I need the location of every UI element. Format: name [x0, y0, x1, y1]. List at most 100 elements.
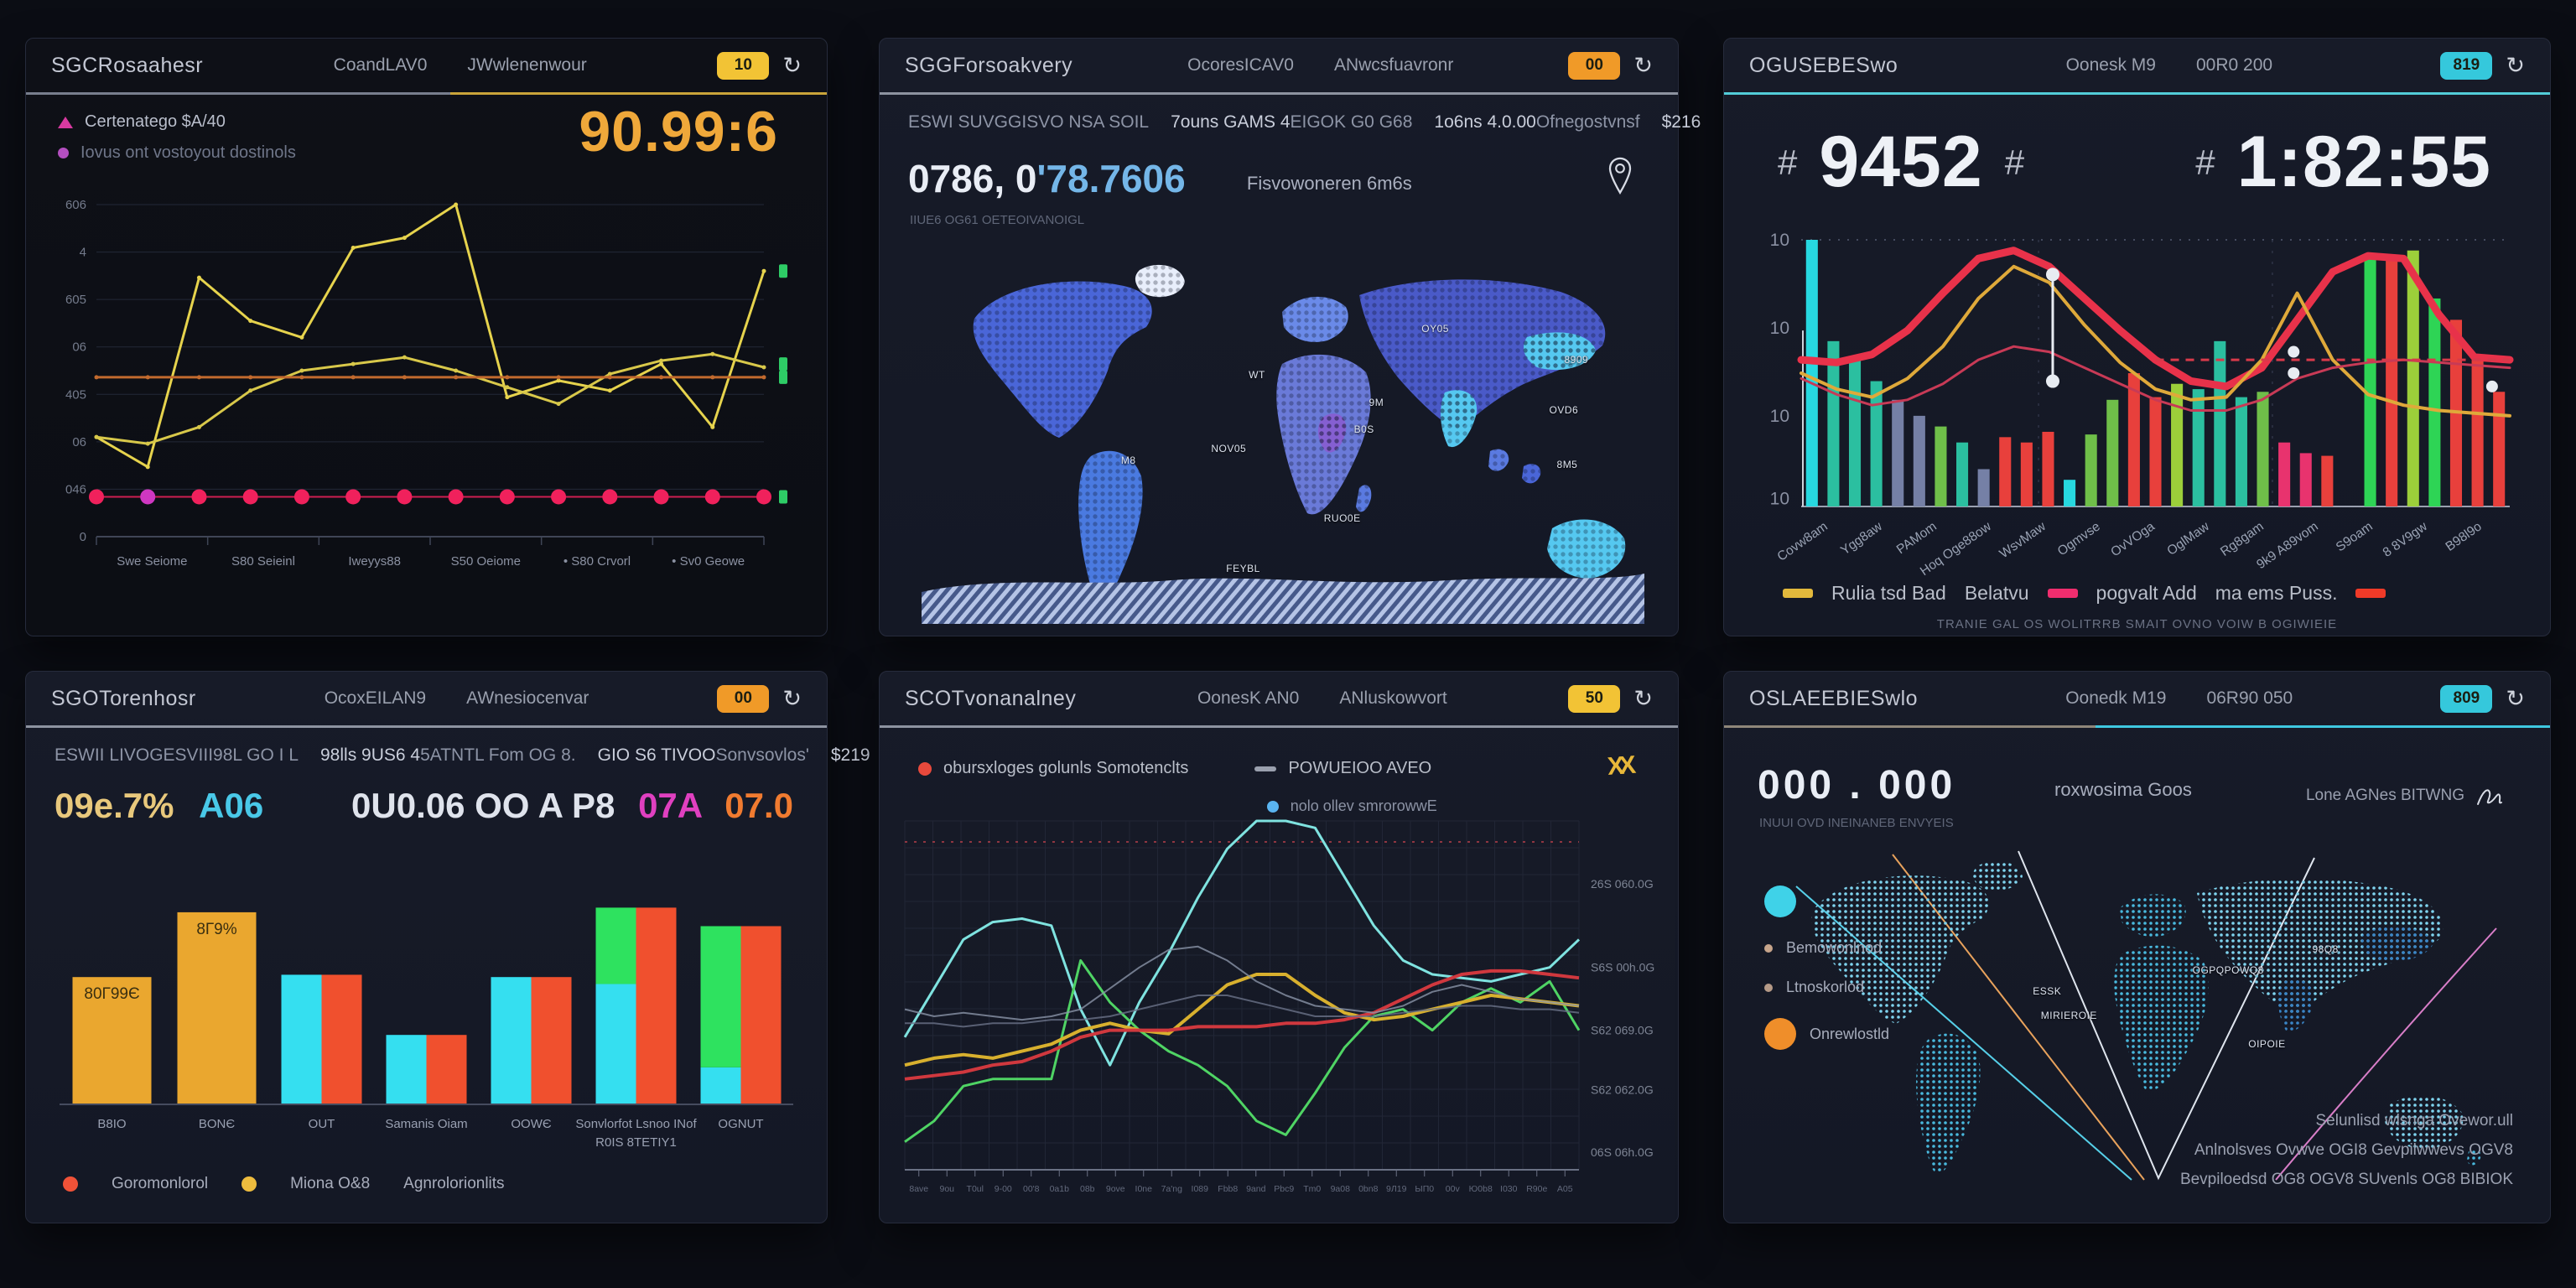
refresh-icon[interactable]: ↻ [782, 52, 802, 78]
legend-label: ma ems Puss. [2215, 582, 2338, 604]
svg-text:B8IO: B8IO [97, 1117, 126, 1131]
triangle-up-icon [58, 116, 73, 128]
svg-text:Iweyys88: Iweyys88 [348, 554, 401, 569]
svg-text:R0IS 8TETIY1: R0IS 8TETIY1 [595, 1135, 677, 1150]
map-mid-label: roxwosima Goos [2054, 779, 2192, 800]
panel-title: SGOTorenhosr [51, 686, 196, 710]
svg-text:80Г99Є: 80Г99Є [84, 985, 139, 1003]
svg-text:S6S 00h.0G: S6S 00h.0G [1591, 961, 1654, 974]
blue-dot-icon [1266, 800, 1279, 813]
svg-text:A05: A05 [1557, 1184, 1573, 1194]
chart-legend: Rulia tsd Bad Belatvu pogvalt Add ma ems Pu… [1783, 582, 2386, 605]
panel-multiline-chart: SCOTvonanalney OonesK AN0 ANluskowvort 5… [879, 671, 1679, 1223]
svg-text:9and: 9and [1246, 1184, 1266, 1194]
panel-header: SGGForsoakvery OcoresICAV0 ANwcsfuavronr… [880, 39, 1678, 92]
legend-label: pogvalt Add [2096, 582, 2197, 604]
panel-header: SGCRosaahesr CoandLAV0 JWwlenenwour 10 ↻ [26, 39, 827, 92]
refresh-icon[interactable]: ↻ [782, 685, 802, 711]
chart-legend: Goromonlorol Miona O&8 Agnrolorionlits [63, 1175, 505, 1193]
svg-text:9ou: 9ou [939, 1184, 954, 1194]
big-metric-value: 9452 [1819, 122, 1983, 202]
multi-line-chart[interactable]: 26S 060.0G S6S 00h.0G S62 069.0G S62 062.0G… [895, 814, 1663, 1208]
status-badge[interactable]: 00 [1568, 51, 1621, 80]
map-label: 9M [1368, 396, 1384, 408]
header-subtitles: OcoresICAV0 ANwcsfuavronr [1187, 55, 1453, 75]
map-label: MIRIEROIE [2040, 1010, 2097, 1022]
header-divider [1724, 725, 2550, 728]
map-label: M8 [1120, 454, 1136, 467]
status-badge[interactable]: 809 [2440, 684, 2493, 713]
map-label: FEYBL [1226, 563, 1260, 575]
map-legend-item [1764, 886, 1889, 917]
header-subtitle-b: AWnesiocenvar [466, 688, 589, 708]
svg-text:Fbb8: Fbb8 [1218, 1184, 1238, 1194]
stat-value: 7ouns GAMS 4 [1171, 112, 1291, 132]
stat-group: ESWII LIVOG [55, 745, 164, 766]
bar-line-chart[interactable]: 10 10 10 10 Covw8am Ygg8aw PAMom Hoq Oge88ow Wsv… [1748, 231, 2523, 594]
status-badge[interactable]: 50 [1568, 684, 1621, 713]
svg-text:046: 046 [65, 482, 86, 496]
stat-label: ESWII LIVOG [55, 745, 164, 765]
panel-grouped-bars: SGOTorenhosr OcoxEILAN9 AWnesiocenvar 00… [25, 671, 870, 1223]
choropleth-world-map[interactable]: WT 9M M8 OY05 8909 OVD6 B0S NOV05 RUO0E FEYBL 8M5 [903, 242, 1654, 629]
signature-icon [2477, 789, 2502, 805]
dash-icon [1254, 766, 1277, 771]
legend-label: Ltnoskorlod [1786, 979, 1865, 995]
header-divider [1724, 92, 2550, 95]
header-subtitles: Oonedk M19 06R90 050 [2065, 688, 2293, 709]
red-dot-icon [918, 761, 932, 776]
metric-part-blue: '78.7606 [1036, 157, 1186, 200]
status-badge[interactable]: 10 [717, 51, 770, 80]
stat-group: ESWI SUVGG [908, 112, 1021, 132]
kpi-label: Certenatego $A/40 [85, 112, 226, 131]
panel-title: SGCRosaahesr [51, 53, 204, 77]
svg-text:4: 4 [80, 246, 86, 260]
legend-label: Bemowonlnod [1786, 939, 1883, 956]
stat-group: 5ATNTL Fom OG 8. GIO S6 TIVOO [420, 745, 715, 766]
svg-text:10: 10 [1770, 407, 1789, 426]
svg-text:Ogmvse: Ogmvse [2055, 519, 2103, 558]
legend-label: Miona O&8 [290, 1175, 371, 1192]
grouped-bar-chart[interactable]: 80Г99Є B8IO 8Г9% BONЄ OUT Samanis Oiam OOWЄ Son… [48, 844, 805, 1170]
svg-text:B98l9o: B98l9o [2444, 519, 2485, 554]
svg-text:605: 605 [65, 293, 86, 307]
legend-dot-icon [1764, 1018, 1796, 1050]
refresh-icon[interactable]: ↻ [2506, 52, 2525, 78]
svg-text:06S 06h.0G: 06S 06h.0G [1591, 1145, 1654, 1159]
header-subtitle-a: OcoxEILAN9 [324, 688, 427, 708]
legend-item-blue: nolo ollev smrorowwE [1266, 797, 1437, 815]
refresh-icon[interactable]: ↻ [1633, 52, 1653, 78]
refresh-icon[interactable]: ↻ [1633, 685, 1653, 711]
header-subtitle-a: OonesK AN0 [1197, 688, 1300, 708]
panel-header: SCOTvonanalney OonesK AN0 ANluskowvort 5… [880, 672, 1678, 725]
svg-text:9-00: 9-00 [995, 1184, 1012, 1194]
status-badge[interactable]: 00 [717, 684, 770, 713]
map-label: ESSK [2033, 985, 2062, 997]
map-label: 8909 [1564, 353, 1589, 366]
legend-swatch-icon [242, 1176, 257, 1192]
hash-icon: # [2004, 142, 2025, 182]
kpi-sublabel: Iovus ont vostoyout dostinols [80, 143, 296, 162]
header-subtitle-b: JWwlenenwour [467, 55, 587, 75]
header-subtitle-a: CoandLAV0 [333, 55, 428, 75]
big-metric-value: 0786, 0'78.7606 [908, 156, 1186, 201]
map-note-line: Selunlisd wlsnga Ovewor.ull [2315, 1111, 2513, 1130]
status-badge[interactable]: 819 [2440, 51, 2493, 80]
metric-part-magenta: 07A [638, 786, 702, 825]
hash-icon: # [2195, 142, 2215, 182]
chart-caption: TRANIE GAL OS WOLITRRB SMAIT OVNO VOIW B… [1936, 617, 2338, 631]
refresh-icon[interactable]: ↻ [2506, 685, 2525, 711]
svg-text:10: 10 [1770, 319, 1789, 338]
line-chart[interactable]: 606 4 605 06 405 06 046 0 Swe Seiome S80 Seieinl I… [48, 195, 802, 589]
svg-text:I030: I030 [1500, 1184, 1518, 1194]
svg-text:R90e: R90e [1526, 1184, 1547, 1194]
corner-glyph-icon: XX [1606, 751, 1633, 781]
map-pin-icon[interactable] [1606, 156, 1634, 196]
big-metric-right: 0U0.06 OO A P8 07A 07.0 [351, 786, 793, 826]
legend-dot-icon [1764, 943, 1773, 953]
dotted-world-map[interactable]: ESSK MIRIEROIE OGPQPOWQ8 98Q8 OIPOIE [1737, 844, 2536, 1197]
panel-world-map: SGGForsoakvery OcoresICAV0 ANwcsfuavronr… [879, 38, 1701, 636]
legend-swatch-icon [63, 1176, 78, 1192]
stat-group: Sonvsovlos' $219 [715, 745, 870, 766]
